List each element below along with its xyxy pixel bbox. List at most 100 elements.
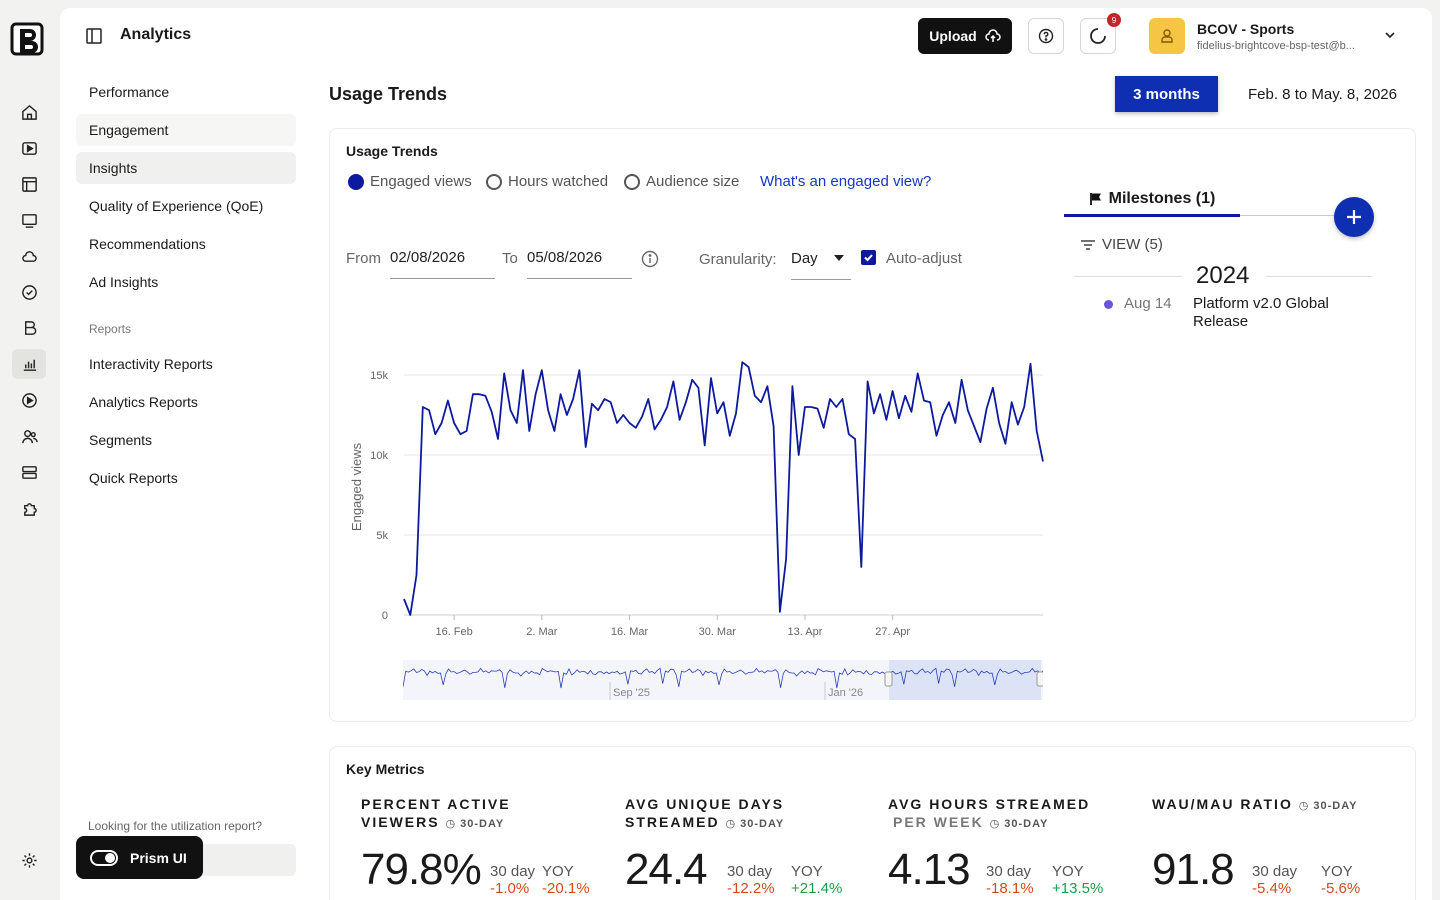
view-filter-button[interactable]: VIEW (5) <box>1080 236 1163 253</box>
sidebar-item-insights[interactable]: Insights <box>76 152 296 184</box>
sidebar-item-interactivity-reports[interactable]: Interactivity Reports <box>89 356 213 372</box>
filter-icon <box>1081 239 1095 250</box>
chevron-down-icon[interactable] <box>1383 28 1397 42</box>
metric-avg-hours-streamed: AVG HOURS STREAMED PER WEEK ◷ 30-DAY <box>888 795 1138 833</box>
auto-adjust-label: Auto-adjust <box>886 250 962 267</box>
metric-wau-mau-ratio: WAU/MAU RATIO ◷ 30-DAY <box>1152 795 1402 815</box>
upload-button[interactable]: Upload <box>918 18 1012 54</box>
auto-adjust-checkbox[interactable] <box>861 250 876 265</box>
x-tick-label: 16. Mar <box>611 626 649 638</box>
puzzle-icon[interactable] <box>12 493 46 523</box>
analytics-icon[interactable] <box>12 349 46 379</box>
settings-gear-icon[interactable] <box>12 845 46 875</box>
clock-30-day-label: ◷ 30-DAY <box>1298 800 1358 812</box>
y-axis-label: Engaged views <box>349 442 364 531</box>
sidebar-item-segments[interactable]: Segments <box>89 432 153 448</box>
milestones-tab[interactable]: Milestones (1) <box>1064 183 1240 217</box>
to-date-input[interactable]: 05/08/2026 <box>527 249 632 279</box>
metric-engaged-views-label: Engaged views <box>370 173 472 190</box>
metric-value: 91.8 <box>1152 845 1235 894</box>
chart-navigator[interactable]: Sep '25 Jan '26 <box>403 660 1043 702</box>
from-date-input[interactable]: 02/08/2026 <box>390 249 495 279</box>
sidebar-item-analytics-reports[interactable]: Analytics Reports <box>89 394 198 410</box>
utilization-report-text[interactable]: Looking for the utilization report? <box>88 819 263 833</box>
metric-30day-compare: 30 day -12.2% <box>727 863 775 897</box>
metric-hours-watched-radio[interactable]: Hours watched <box>486 173 608 190</box>
x-tick-label: 16. Feb <box>435 626 472 638</box>
reports-section-heading: Reports <box>89 322 132 336</box>
loading-spinner-icon <box>1090 28 1106 44</box>
info-icon[interactable] <box>641 250 659 268</box>
brightcove-logo-icon[interactable] <box>10 22 46 56</box>
sidebar-item-engagement[interactable]: Engagement <box>76 114 296 146</box>
view-filter-label: VIEW (5) <box>1102 236 1163 253</box>
notifications-button[interactable]: 9 <box>1080 13 1121 54</box>
flag-icon <box>1089 192 1101 205</box>
engaged-views-chart[interactable]: 0 5k 10k 15k Engaged views 16. Feb 2. Mar 16. M… <box>330 309 1050 639</box>
metric-audience-size-label: Audience size <box>646 173 740 190</box>
cloud-icon[interactable] <box>12 241 46 271</box>
granularity-select[interactable]: Day <box>791 250 851 280</box>
sidebar-item-quick-reports[interactable]: Quick Reports <box>89 470 178 486</box>
y-tick-label: 10k <box>370 450 388 462</box>
sidebar-item-recommendations[interactable]: Recommendations <box>89 236 206 252</box>
checkmark-icon <box>864 254 873 262</box>
engagement-icon[interactable] <box>12 277 46 307</box>
metric-yoy-compare: YOY -20.1% <box>542 863 590 897</box>
home-icon[interactable] <box>12 97 46 127</box>
engaged-view-help-link[interactable]: What's an engaged view? <box>760 173 932 190</box>
avatar[interactable] <box>1149 18 1185 54</box>
metric-title: AVG UNIQUE DAYS STREAMED ◷ 30-DAY <box>625 796 785 830</box>
metric-engaged-views-radio[interactable]: Engaged views <box>348 173 472 190</box>
account-name[interactable]: BCOV - Sports <box>1197 21 1295 37</box>
y-tick-label: 5k <box>376 530 388 542</box>
player-icon[interactable] <box>12 205 46 235</box>
play-circle-icon[interactable] <box>12 385 46 415</box>
navigator-label: Sep '25 <box>613 687 650 699</box>
prism-ui-toggle[interactable]: Prism UI <box>76 836 203 879</box>
sidebar-item-performance[interactable]: Performance <box>89 84 170 100</box>
milestone-name[interactable]: Platform v2.0 Global Release <box>1193 295 1329 330</box>
sidebar-toggle-icon[interactable] <box>84 26 104 46</box>
sidebar-item-qoe[interactable]: Quality of Experience (QoE) <box>89 198 264 214</box>
milestone-year: 2024 <box>1196 262 1250 289</box>
metric-hours-watched-label: Hours watched <box>508 173 609 190</box>
milestones-tab-label: Milestones (1) <box>1108 189 1216 207</box>
clock-30-day-label: ◷ 30-DAY <box>989 818 1049 830</box>
layout-icon[interactable] <box>12 169 46 199</box>
metric-audience-size-radio[interactable]: Audience size <box>624 173 739 190</box>
metric-30day-compare: 30 day -18.1% <box>986 863 1034 897</box>
storage-icon[interactable] <box>12 457 46 487</box>
prism-ui-label: Prism UI <box>130 849 187 866</box>
account-email: fidelius-brightcove-bsp-test@b... <box>1197 40 1355 52</box>
notification-badge: 9 <box>1107 13 1121 27</box>
radio-unselected-icon <box>486 173 502 190</box>
year-divider-right <box>1266 276 1372 277</box>
range-3-months-button[interactable]: 3 months <box>1115 76 1218 112</box>
brand-b-icon[interactable] <box>12 313 46 343</box>
icon-rail <box>0 0 58 900</box>
milestones-tab-divider <box>1240 215 1340 216</box>
year-divider-left <box>1074 276 1182 277</box>
upload-label: Upload <box>929 28 977 44</box>
dropdown-arrow-icon <box>834 255 844 261</box>
metric-30day-compare: 30 day -1.0% <box>490 863 536 897</box>
metric-value: 79.8% <box>361 845 482 894</box>
main-card: Analytics Upload 9 BCOV - Sports fideliu… <box>60 8 1432 900</box>
radio-unselected-icon <box>624 173 640 190</box>
sidebar-item-ad-insights[interactable]: Ad Insights <box>89 274 159 290</box>
metric-percent-active-viewers: PERCENT ACTIVE VIEWERS ◷ 30-DAY <box>361 795 611 833</box>
users-icon[interactable] <box>12 421 46 451</box>
metric-title: PERCENT ACTIVE VIEWERS ◷ 30-DAY <box>361 796 511 830</box>
metric-value: 24.4 <box>625 845 708 894</box>
metric-title: WAU/MAU RATIO ◷ 30-DAY <box>1152 796 1358 812</box>
series-line <box>403 361 1044 616</box>
add-milestone-button[interactable] <box>1334 197 1374 237</box>
help-button[interactable] <box>1028 18 1064 54</box>
milestone-date: Aug 14 <box>1124 295 1172 312</box>
app-title: Analytics <box>120 26 192 43</box>
clock-30-day-label: ◷ 30-DAY <box>445 818 505 830</box>
navigator-handle <box>1036 671 1043 687</box>
media-icon[interactable] <box>12 133 46 163</box>
navigator-handle <box>884 671 893 687</box>
